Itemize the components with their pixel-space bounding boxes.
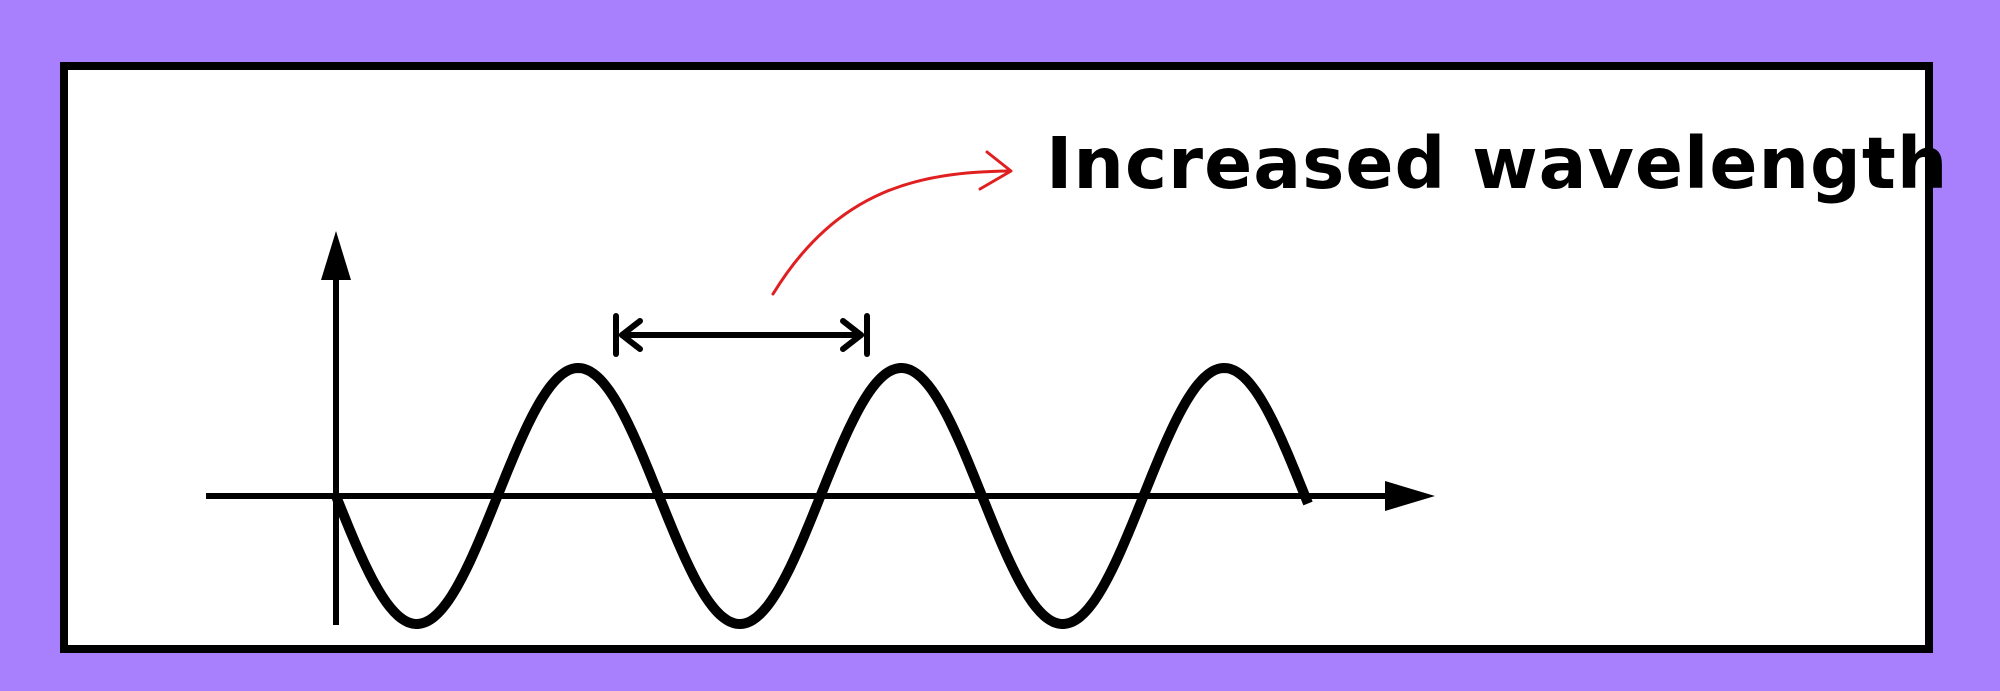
wavelength-marker — [613, 313, 870, 357]
sine-wave — [331, 362, 1313, 630]
pointer-arrowhead — [978, 150, 1013, 191]
pointer-arrow — [771, 150, 1013, 296]
pointer-curve — [771, 169, 1012, 296]
y-axis-arrowhead — [321, 231, 351, 280]
x-axis-arrowhead — [1385, 481, 1435, 511]
increased-wavelength-label: Increased wavelength — [1046, 122, 1949, 205]
wavelength-right-arrowhead — [840, 318, 864, 352]
wavelength-left-arrowhead — [619, 318, 643, 352]
